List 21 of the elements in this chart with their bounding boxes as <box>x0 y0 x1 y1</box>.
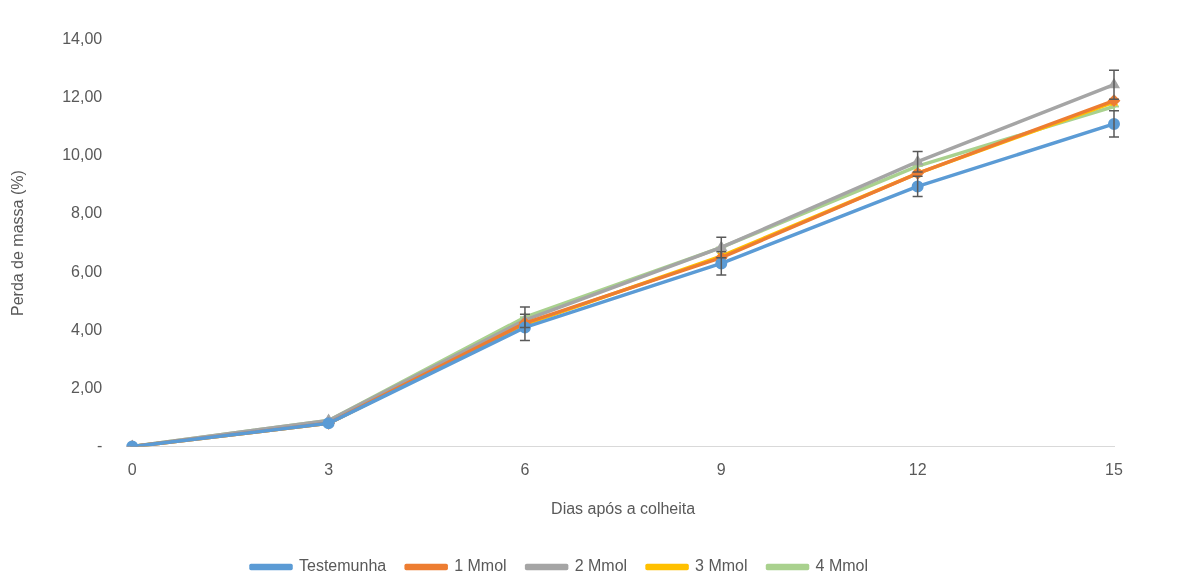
x-tick-label: 3 <box>324 460 334 478</box>
x-tick-label: 0 <box>127 460 137 478</box>
legend-label: 1 Mmol <box>454 557 507 575</box>
y-tick-label: 12,00 <box>62 88 103 106</box>
y-axis-title: Perda de massa (%) <box>9 170 27 317</box>
y-tick-label: 6,00 <box>71 262 103 280</box>
x-axis-title: Dias após a colheita <box>551 499 696 517</box>
x-tick-label: 6 <box>520 460 530 478</box>
legend-label: Testemunha <box>299 557 387 575</box>
y-tick-label: 8,00 <box>71 204 103 222</box>
y-tick-label: 4,00 <box>71 320 103 338</box>
y-tick-label: 14,00 <box>62 30 103 48</box>
x-tick-label: 9 <box>716 460 726 478</box>
legend-label: 4 Mmol <box>815 557 868 575</box>
y-tick-label: - <box>96 437 103 455</box>
y-tick-label: 2,00 <box>71 378 103 396</box>
legend-label: 3 Mmol <box>695 557 748 575</box>
x-tick-label: 15 <box>1105 460 1123 478</box>
legend-label: 2 Mmol <box>574 557 628 575</box>
y-tick-label: 10,00 <box>62 146 103 164</box>
x-tick-label: 12 <box>908 460 927 478</box>
